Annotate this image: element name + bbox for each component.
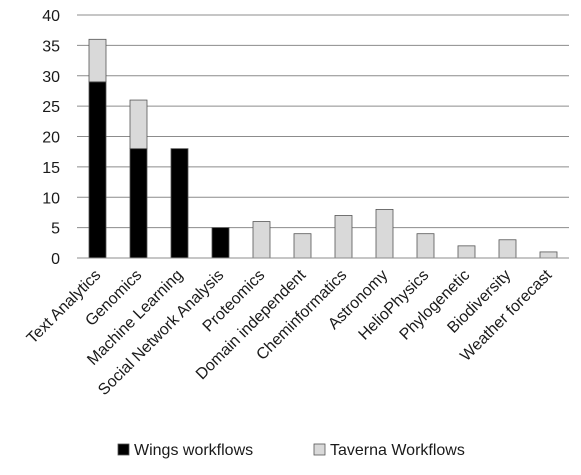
bar-segment xyxy=(88,81,107,259)
y-tick-label: 10 xyxy=(42,190,60,207)
bar-segment xyxy=(293,233,312,259)
bar-segment xyxy=(539,251,558,259)
legend-label: Taverna Workflows xyxy=(330,442,465,459)
gridlines xyxy=(77,14,569,229)
bars xyxy=(88,38,558,259)
legend-swatch xyxy=(313,443,326,456)
bar-segment xyxy=(170,148,189,259)
y-tick-label: 30 xyxy=(42,69,60,86)
bar-segment xyxy=(211,227,230,259)
bar-segment xyxy=(416,233,435,259)
bar-segment xyxy=(334,215,353,259)
bar-segment xyxy=(129,99,148,150)
y-tick-label: 40 xyxy=(42,8,60,25)
y-tick-label: 15 xyxy=(42,160,60,177)
bar-segment xyxy=(498,239,517,259)
y-axis-tick-labels: 0 5 10 15 20 25 30 35 40 xyxy=(42,8,60,268)
bar-segment xyxy=(252,221,271,259)
bar-segment xyxy=(88,38,107,83)
legend: Wings workflows Taverna Workflows xyxy=(117,442,465,459)
bar-segment xyxy=(129,148,148,259)
y-tick-label: 20 xyxy=(42,130,60,147)
y-tick-label: 35 xyxy=(42,38,60,55)
y-tick-label: 5 xyxy=(51,221,60,238)
y-tick-label: 25 xyxy=(42,99,60,116)
legend-swatch xyxy=(117,443,130,456)
bar-segment xyxy=(375,208,394,259)
y-tick-label: 0 xyxy=(51,251,60,268)
bar-segment xyxy=(457,245,476,259)
legend-label: Wings workflows xyxy=(134,442,253,459)
